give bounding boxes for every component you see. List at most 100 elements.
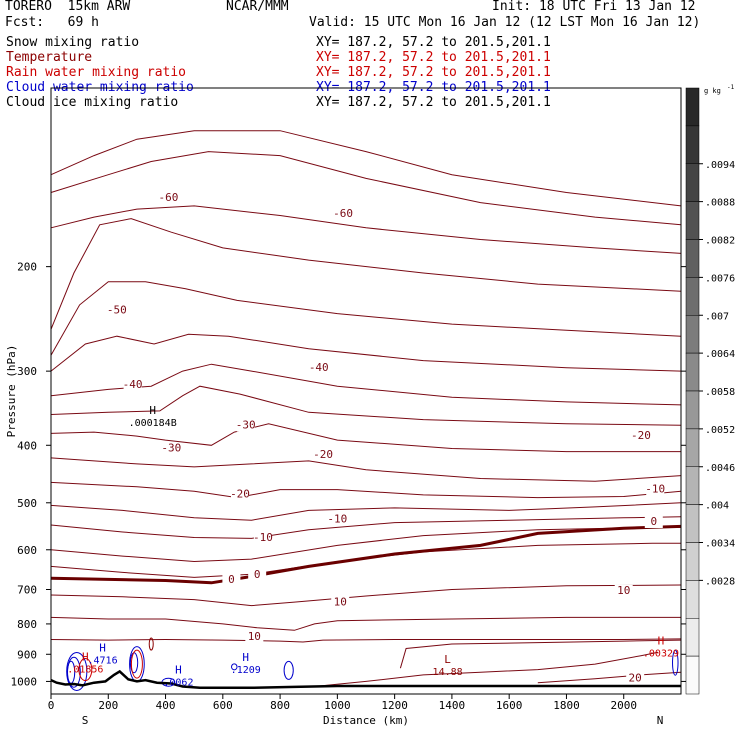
isotherm (50, 130, 682, 207)
terrain-line (50, 669, 681, 690)
isotherm-label-bg (328, 513, 347, 526)
x-tick-label: 1000 (324, 699, 351, 712)
x-tick-label: 600 (213, 699, 233, 712)
extremum-value: .01856 (67, 665, 103, 676)
extremum-mark: H (99, 642, 106, 655)
isotherm (50, 151, 682, 226)
field-xy-rain: XY= 187.2, 57.2 to 201.5,201.1 (316, 65, 551, 80)
colorbar-unit-exponent: -1 (727, 84, 735, 91)
isotherm-label-bg (236, 419, 255, 432)
colorbar-label: .0094 (705, 160, 735, 171)
isotherm (50, 502, 682, 521)
y-tick-label: 500 (17, 497, 37, 510)
colorbar-label: .0028 (705, 576, 735, 587)
extremum-value: .00329 (643, 649, 679, 660)
plot-frame (50, 87, 682, 695)
extremum-mark: H (658, 635, 665, 648)
colorbar-swatch (685, 277, 700, 316)
isotherm-label: 0 (254, 568, 261, 581)
colorbar-swatch (685, 125, 700, 164)
y-tick-label: 600 (17, 544, 37, 557)
mixing-ratio-contour (283, 660, 294, 680)
extremum-mark: H (175, 664, 182, 677)
init-time: Init: 18 UTC Fri 13 Jan 12 (492, 0, 696, 14)
x-tick-label: 1200 (381, 699, 408, 712)
isotherm (50, 542, 681, 578)
temperature-contours (50, 130, 682, 687)
colorbar-label: .0052 (705, 425, 735, 436)
mixing-ratio-contour (78, 658, 93, 682)
mixing-ratio-contour (66, 651, 88, 691)
isotherm-label-bg (334, 208, 353, 221)
colorbar-unit: g kg -1 (704, 84, 735, 95)
isotherm (50, 205, 682, 254)
model-title: TORERO 15km ARW (5, 0, 131, 14)
isotherm (50, 481, 682, 499)
isotherm-label: -10 (327, 513, 347, 526)
extremum-value: .000184B (129, 418, 177, 429)
colorbar-label: .004 (705, 501, 729, 512)
extremum-value: .4716 (87, 656, 117, 667)
isotherm-label: -60 (158, 191, 178, 204)
isotherm-label-bg (614, 584, 633, 597)
y-tick-label: 1000 (11, 675, 38, 688)
isotherm-label: -20 (313, 448, 333, 461)
extremum-value: .0062 (163, 678, 193, 689)
x-tick-label: 800 (270, 699, 290, 712)
isotherm (50, 584, 682, 607)
colorbar-swatch (685, 428, 700, 467)
y-tick-label: 400 (17, 439, 37, 452)
colorbar-label: .0082 (705, 236, 735, 247)
isotherm (50, 638, 682, 643)
y-tick-label: 700 (17, 584, 37, 597)
extremum-value: .1209 (231, 665, 261, 676)
mixing-ratio-contour (66, 656, 81, 688)
mixing-ratio-contour (231, 663, 238, 671)
x-tick-label: 1400 (439, 699, 466, 712)
isotherm-label-bg (159, 191, 178, 204)
isotherm-label: 10 (617, 584, 630, 597)
isotherm (50, 218, 682, 330)
colorbar-swatch (685, 504, 700, 543)
isotherm-label-bg (162, 442, 181, 455)
isotherm-label-bg (331, 596, 350, 609)
x-tick-label: 1600 (496, 699, 523, 712)
colorbar: .0094 .0088 .0082 .0076 .007 .0064 .0058 .0052.… (685, 87, 735, 695)
colorbar-unit-text: g kg (704, 87, 721, 95)
forecast-hour: Fcst: 69 h (5, 15, 99, 30)
colorbar-label: .0058 (705, 387, 735, 398)
north-end-label: N (657, 714, 664, 727)
isotherm (50, 363, 682, 406)
mixing-ratio-contour (672, 649, 679, 676)
colorbar-label: .0064 (705, 349, 735, 360)
extremum-mark: H (149, 404, 156, 417)
x-tick-label: 1800 (553, 699, 580, 712)
isotherm-label: -20 (230, 488, 250, 501)
colorbar-swatch (685, 239, 700, 278)
isotherm-label: -60 (333, 207, 353, 220)
colorbar-swatch (685, 352, 700, 392)
isotherm-label-bg (314, 448, 333, 461)
isotherm (537, 671, 682, 684)
isotherm (50, 385, 682, 426)
field-name-cloud-ice: Cloud ice mixing ratio (6, 95, 179, 110)
isotherm-label: -10 (253, 531, 273, 544)
isotherm-label-bg (231, 488, 249, 501)
colorbar-label: .0046 (705, 463, 735, 474)
field-name-rain: Rain water mixing ratio (6, 65, 187, 80)
y-tick-label: 800 (17, 618, 37, 631)
mixing-ratio-contour (148, 637, 154, 651)
x-tick-label: 200 (98, 699, 118, 712)
isotherm-label-bg (644, 515, 663, 528)
field-xy-temperature: XY= 187.2, 57.2 to 201.5,201.1 (316, 50, 551, 65)
isotherm (50, 516, 682, 539)
x-axis-label: Distance (km) (323, 714, 409, 727)
colorbar-swatch (685, 542, 700, 581)
field-name-temperature: Temperature (6, 50, 93, 65)
extremum-mark: H (82, 651, 89, 664)
x-tick-label: 400 (156, 699, 176, 712)
isotherm-label-bg (309, 362, 328, 375)
isotherm (314, 651, 659, 687)
distance-axis: 0 200 400 600 800 1000 1200 1400 1600 1800 2000 (48, 694, 637, 712)
